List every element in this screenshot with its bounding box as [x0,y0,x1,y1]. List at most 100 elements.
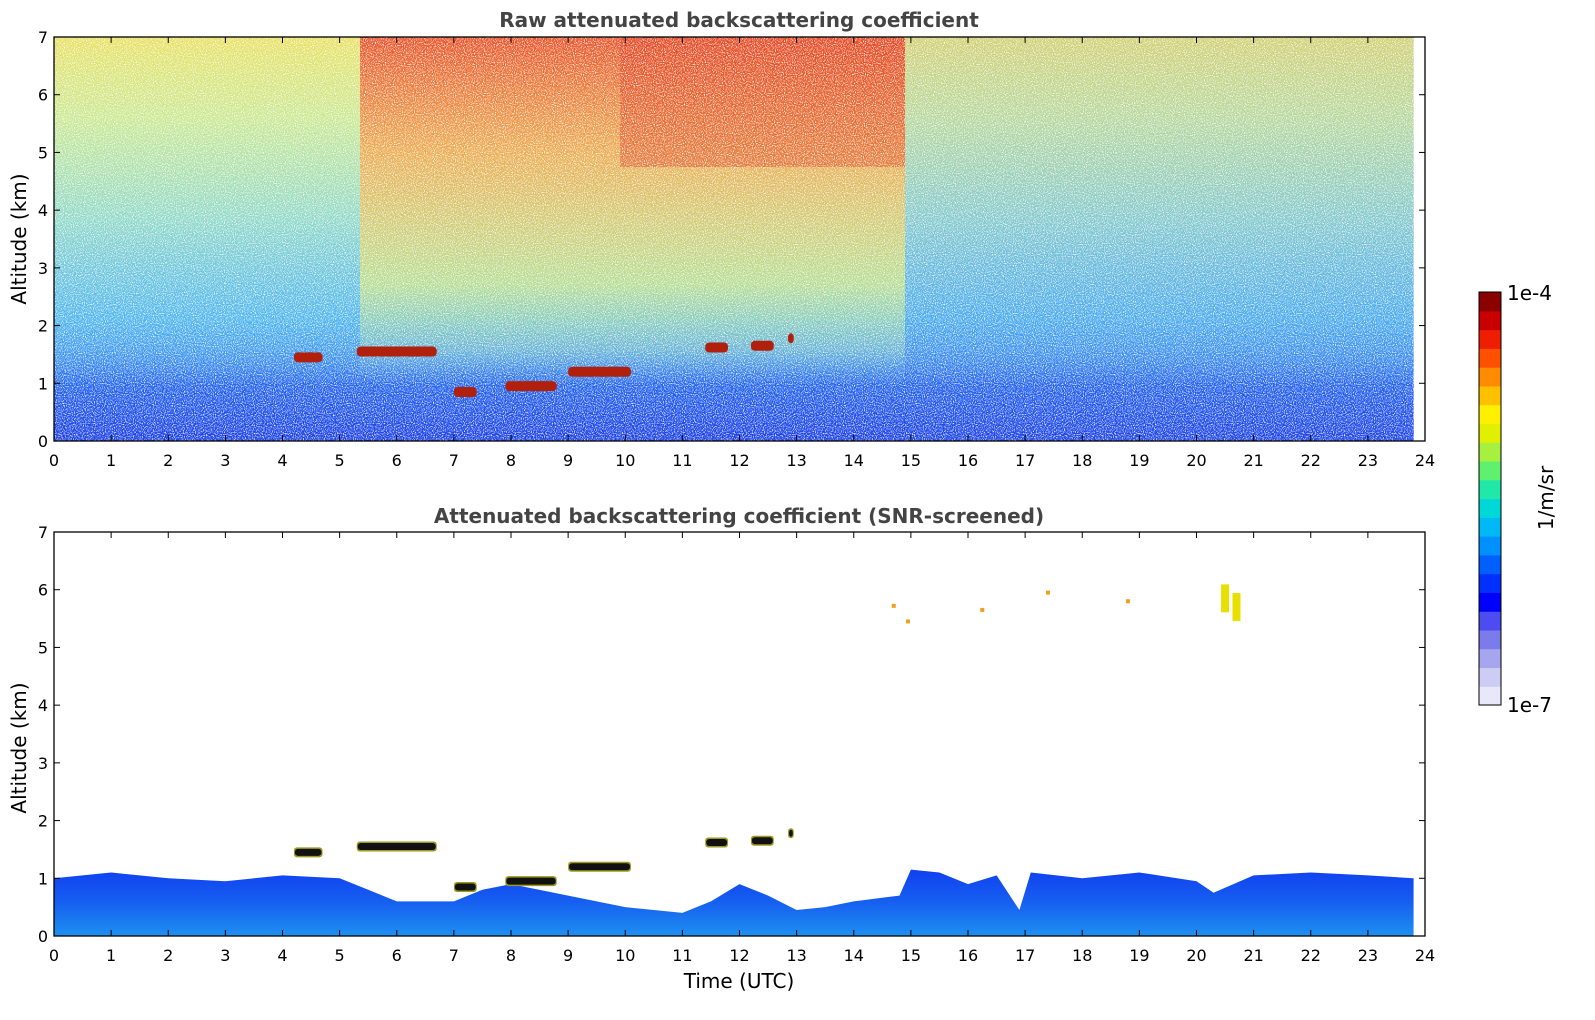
colorbar-min-label: 1e-7 [1507,693,1552,717]
colorbar-band [1479,367,1501,387]
x-tick-label: 23 [1358,451,1378,470]
colorbar-band [1479,573,1501,593]
colorbar-band [1479,348,1501,368]
cloud-layer-mark [788,333,794,344]
x-tick-label: 9 [563,451,573,470]
colorbar-band [1479,611,1501,631]
x-tick-label: 13 [786,451,806,470]
y-tick-label: 7 [38,523,48,542]
x-tick-label: 15 [901,451,921,470]
y-tick-label: 7 [38,28,48,47]
x-tick-label: 2 [163,451,173,470]
raw-panel-title: Raw attenuated backscattering coefficien… [499,8,979,32]
x-tick-label: 18 [1072,946,1092,965]
y-tick-label: 5 [38,143,48,162]
x-tick-label: 5 [335,946,345,965]
y-tick-label: 6 [38,581,48,600]
colorbar-unit-label: 1/m/sr [1534,465,1558,530]
x-tick-label: 21 [1243,946,1263,965]
colorbar-band [1479,442,1501,462]
screened-panel-title: Attenuated backscattering coefficient (S… [434,504,1044,528]
x-tick-label: 14 [844,451,864,470]
colorbar-band [1479,460,1501,481]
x-tick-label: 0 [49,946,59,965]
screened-cloud-mark [357,843,436,851]
screened-heatmap-image [54,584,1414,936]
x-tick-label: 16 [958,451,978,470]
x-tick-label: 4 [277,946,287,965]
x-tick-label: 3 [220,946,230,965]
colorbar-band [1479,648,1501,669]
y-tick-label: 2 [38,812,48,831]
cloud-layer-mark [293,352,323,363]
x-tick-label: 12 [729,451,749,470]
x-tick-label: 11 [672,451,692,470]
x-tick-label: 22 [1301,451,1321,470]
screened-cloud-mark [294,848,322,856]
x-tick-label: 17 [1015,946,1035,965]
x-tick-label: 6 [392,451,402,470]
x-tick-label: 7 [449,946,459,965]
screened-cloud-mark [569,863,630,871]
colorbar-band [1479,423,1501,443]
colorbar-band [1479,592,1501,612]
screened-backscatter-panel: Attenuated backscattering coefficient (S… [7,504,1435,993]
x-tick-label: 18 [1072,451,1092,470]
screened-cloud-mark [789,829,793,837]
x-tick-label: 1 [106,451,116,470]
screened-cloud-mark [751,837,773,845]
screened-cloud-layers [293,828,794,892]
screened-upper-features [891,584,1241,624]
screened-cloud-mark [506,877,556,885]
x-tick-label: 12 [729,946,749,965]
x-tick-label: 8 [506,946,516,965]
cloud-layer-mark [505,381,557,392]
cloud-layer-mark [568,366,631,377]
x-tick-label: 5 [335,451,345,470]
x-tick-label: 16 [958,946,978,965]
colorbar-band [1479,498,1501,518]
x-tick-label: 15 [901,946,921,965]
upper-feature-mark [1045,590,1050,595]
raw-heatmap-image [54,37,1414,441]
cloud-layer-mark [453,386,477,397]
x-tick-label: 10 [615,451,635,470]
colorbar-band [1479,629,1501,650]
y-tick-label: 3 [38,259,48,278]
y-tick-label: 0 [38,432,48,451]
upper-feature-mark [906,619,911,624]
screened-y-axis-label: Altitude (km) [7,682,31,813]
screened-plot-frame [53,531,1426,937]
x-tick-label: 1 [106,946,116,965]
y-tick-label: 1 [38,374,48,393]
x-tick-label: 13 [786,946,806,965]
colorbar-band [1479,404,1501,425]
cloud-layer-mark [750,340,774,351]
x-tick-label: 9 [563,946,573,965]
x-axis-label: Time (UTC) [683,969,795,993]
colorbar-band [1479,667,1501,687]
colorbar-max-label: 1e-4 [1507,281,1552,305]
y-tick-label: 4 [38,201,48,220]
x-tick-label: 6 [392,946,402,965]
x-tick-label: 24 [1415,451,1435,470]
colorbar-bands [1479,292,1501,706]
y-tick-label: 3 [38,754,48,773]
colorbar-band [1479,686,1501,706]
raw-y-axis-label: Altitude (km) [7,173,31,304]
screened-axis-ticks: 0 1 2 3 4 5 6 7 8 9 10 11 12 13 14 15 16 17 18 19 20 21 22 23 24… [38,523,1435,965]
colorbar-band [1479,517,1501,537]
y-tick-label: 1 [38,869,48,888]
x-tick-label: 4 [277,451,287,470]
raw-axis-ticks: 0 1 2 3 4 5 6 7 8 9 10 11 12 13 14 15 16 17 18 19 20 21 22 23 24… [38,28,1435,470]
y-tick-label: 0 [38,927,48,946]
x-tick-label: 0 [49,451,59,470]
x-tick-label: 10 [615,946,635,965]
colorbar: 1e-4 1e-7 1/m/sr [1478,281,1558,717]
x-tick-label: 19 [1129,451,1149,470]
screened-cloud-mark [706,839,728,847]
colorbar-band [1479,536,1501,556]
upper-feature-mark [1232,593,1241,622]
raw-backscatter-panel: Raw attenuated backscattering coefficien… [7,8,1435,470]
colorbar-band [1479,479,1501,500]
